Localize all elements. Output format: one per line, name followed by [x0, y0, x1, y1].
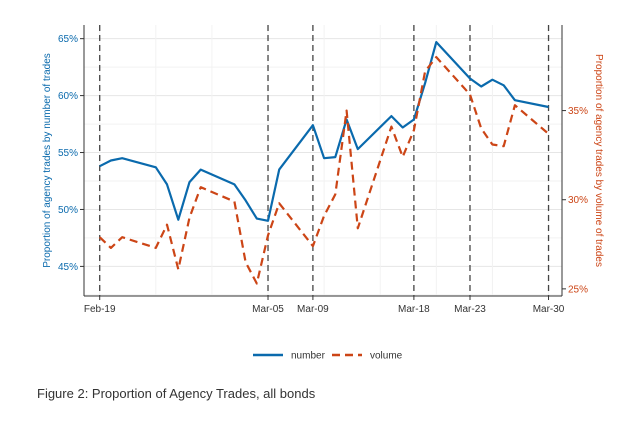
y-right-axis-title: Proportion of agency trades by volume of… — [593, 54, 604, 267]
figure-caption: Figure 2: Proportion of Agency Trades, a… — [37, 386, 316, 401]
x-tick-label: Mar-09 — [297, 304, 329, 315]
y-left-tick-label: 55% — [58, 148, 78, 159]
legend-label-volume: volume — [370, 351, 403, 362]
y-right-tick-label: 25% — [568, 284, 588, 295]
x-tick-label: Mar-30 — [533, 304, 565, 315]
y-left-tick-label: 65% — [58, 34, 78, 45]
y-left-tick-label: 50% — [58, 205, 78, 216]
x-tick-label: Mar-23 — [454, 304, 486, 315]
x-tick-label: Feb-19 — [84, 304, 116, 315]
series-line-volume — [98, 55, 550, 285]
x-tick-label: Mar-18 — [398, 304, 430, 315]
y-right-tick-label: 35% — [568, 106, 588, 117]
y-left-tick-label: 45% — [58, 262, 78, 273]
y-left-tick-label: 60% — [58, 91, 78, 102]
y-left-axis-title: Proportion of agency trades by number of… — [42, 53, 53, 268]
y-right-tick-label: 30% — [568, 195, 588, 206]
legend-label-number: number — [291, 351, 326, 362]
x-tick-label: Mar-05 — [252, 304, 284, 315]
series-line-number — [99, 40, 549, 222]
